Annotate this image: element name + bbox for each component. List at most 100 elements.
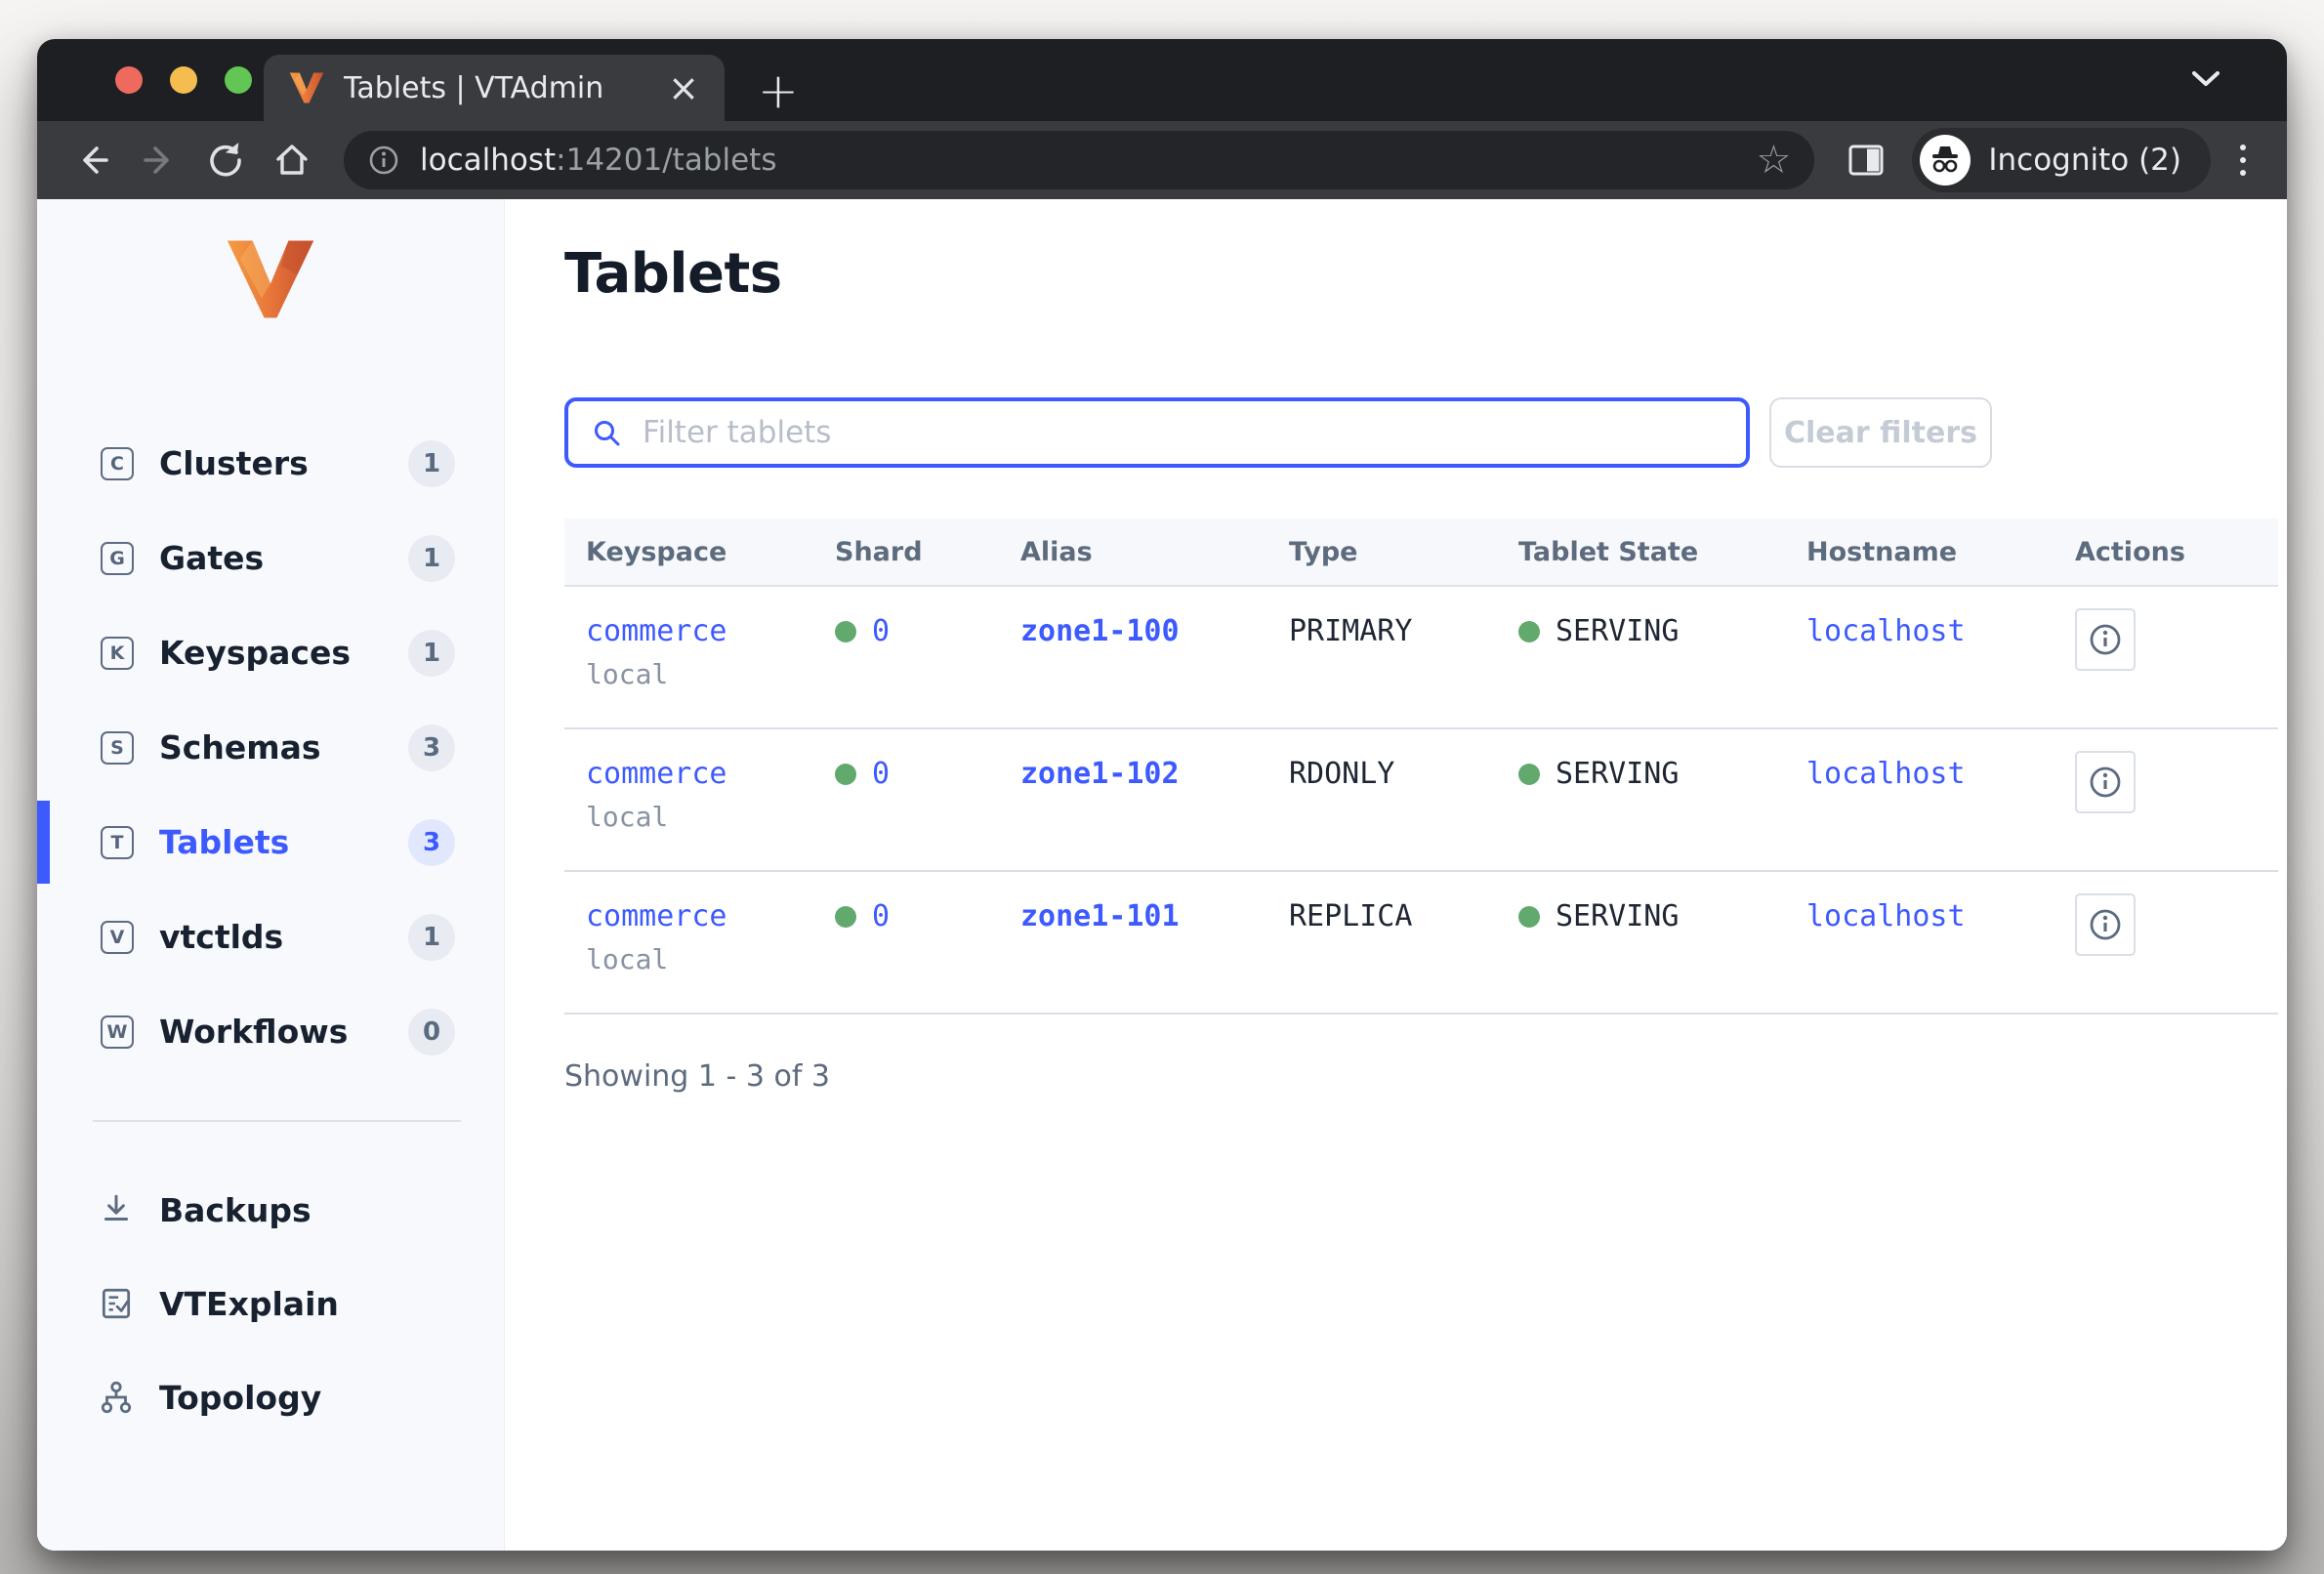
tablet-type: RDONLY [1289, 757, 1395, 791]
info-icon [2090, 909, 2121, 940]
tablet-alias-link[interactable]: zone1-100 [1020, 614, 1180, 648]
keyspace-link[interactable]: commerce [586, 757, 727, 791]
back-button[interactable] [64, 132, 121, 188]
url-host: localhost [420, 143, 557, 178]
gates-icon: G [101, 541, 134, 575]
shard-link[interactable]: 0 [872, 614, 891, 648]
serving-status-dot [1518, 620, 1540, 642]
info-icon [2090, 624, 2121, 655]
column-header-alias: Alias [1020, 536, 1093, 567]
hostname-link[interactable]: localhost [1806, 899, 1966, 933]
browser-tab[interactable]: Tablets | VTAdmin × [264, 55, 725, 121]
workflows-icon: W [101, 1015, 134, 1049]
table-row: commerce local 0 zone1-100 PRIMARY SERVI… [564, 587, 2278, 729]
sidebar-item-schemas[interactable]: S Schemas 3 [37, 700, 504, 795]
tablet-state: SERVING [1556, 614, 1680, 648]
vtctlds-icon: V [101, 920, 134, 954]
tab-title: Tablets | VTAdmin [344, 70, 604, 105]
sidebar-item-label: Workflows [159, 1013, 349, 1051]
forward-button[interactable] [131, 132, 187, 188]
keyspaces-icon: K [101, 636, 134, 670]
download-icon [104, 1194, 129, 1221]
shard-status-dot [835, 905, 856, 928]
sidebar-item-label: Keyspaces [159, 634, 352, 672]
sidebar-item-keyspaces[interactable]: K Keyspaces 1 [37, 605, 504, 700]
browser-toolbar: localhost:14201/tablets ☆ Incognito (2) [37, 121, 2287, 199]
row-info-button[interactable] [2075, 893, 2136, 956]
tablet-alias-link[interactable]: zone1-101 [1020, 899, 1180, 933]
count-badge: 3 [408, 818, 455, 866]
shard-status-dot [835, 620, 856, 642]
keyspace-link[interactable]: commerce [586, 899, 727, 933]
main-content: Tablets Clear filters Keyspace Shard Ali… [505, 199, 2287, 1551]
table-row: commerce local 0 zone1-102 RDONLY SERVIN… [564, 729, 2278, 872]
count-badge: 0 [408, 1008, 455, 1056]
column-header-actions: Actions [2075, 536, 2185, 567]
table-header-row: Keyspace Shard Alias Type Tablet State H… [564, 518, 2278, 587]
document-check-icon [102, 1288, 131, 1319]
column-header-hostname: Hostname [1806, 536, 1958, 567]
close-tab-icon[interactable]: × [668, 66, 699, 109]
sidebar-item-clusters[interactable]: C Clusters 1 [37, 416, 504, 511]
sidebar-divider [93, 1120, 461, 1122]
tablet-type: PRIMARY [1289, 614, 1413, 648]
side-panel-icon[interactable] [1838, 132, 1894, 188]
home-button[interactable] [264, 132, 320, 188]
tablet-type: REPLICA [1289, 899, 1413, 933]
sidebar-item-topology[interactable]: Topology [37, 1350, 504, 1444]
row-info-button[interactable] [2075, 608, 2136, 671]
cluster-label: local [586, 801, 669, 833]
vitess-logo[interactable] [37, 238, 504, 322]
tab-search-chevron-icon[interactable] [2189, 68, 2222, 90]
sidebar-item-vtexplain[interactable]: VTExplain [37, 1257, 504, 1350]
tab-strip: Tablets | VTAdmin × + [37, 39, 2287, 121]
sidebar-item-label: Clusters [159, 444, 309, 482]
url-bar[interactable]: localhost:14201/tablets ☆ [344, 131, 1815, 189]
tablet-alias-link[interactable]: zone1-102 [1020, 757, 1180, 791]
sidebar-item-tablets[interactable]: T Tablets 3 [37, 795, 504, 890]
sidebar: C Clusters 1 G Gates 1 K Keyspaces 1 S S… [37, 199, 505, 1551]
url-path: :14201/tablets [556, 143, 777, 178]
window-controls [115, 39, 252, 121]
reload-button[interactable] [197, 132, 254, 188]
tablet-state: SERVING [1556, 899, 1680, 933]
incognito-label: Incognito (2) [1988, 143, 2181, 178]
shard-link[interactable]: 0 [872, 899, 891, 933]
clear-filters-button[interactable]: Clear filters [1769, 397, 1992, 468]
hostname-link[interactable]: localhost [1806, 757, 1966, 791]
count-badge: 1 [408, 439, 455, 487]
close-window-button[interactable] [115, 66, 143, 94]
page-title: Tablets [564, 242, 782, 306]
info-icon [2090, 766, 2121, 798]
sidebar-item-label: VTExplain [159, 1284, 339, 1323]
search-icon [595, 421, 620, 446]
browser-window: Tablets | VTAdmin × + [37, 39, 2287, 1551]
sidebar-item-vtctlds[interactable]: V vtctlds 1 [37, 890, 504, 984]
sidebar-item-backups[interactable]: Backups [37, 1163, 504, 1257]
page-info-icon[interactable] [367, 144, 400, 177]
keyspace-link[interactable]: commerce [586, 614, 727, 648]
hostname-link[interactable]: localhost [1806, 614, 1966, 648]
sidebar-item-label: Topology [159, 1378, 322, 1417]
column-header-shard: Shard [835, 536, 923, 567]
row-info-button[interactable] [2075, 751, 2136, 813]
tablet-state: SERVING [1556, 757, 1680, 791]
pagination-summary: Showing 1 - 3 of 3 [564, 1059, 831, 1094]
new-tab-button[interactable]: + [758, 62, 799, 119]
bookmark-star-icon[interactable]: ☆ [1756, 138, 1792, 183]
topology-icon [101, 1381, 132, 1414]
column-header-keyspace: Keyspace [586, 536, 727, 567]
minimize-window-button[interactable] [170, 66, 197, 94]
sidebar-item-workflows[interactable]: W Workflows 0 [37, 984, 504, 1079]
incognito-badge: Incognito (2) [1912, 128, 2211, 192]
zoom-window-button[interactable] [225, 66, 252, 94]
shard-link[interactable]: 0 [872, 757, 891, 791]
browser-menu-icon[interactable] [2226, 145, 2260, 176]
filter-tablets-input[interactable] [564, 397, 1750, 468]
clusters-icon: C [101, 446, 134, 480]
serving-status-dot [1518, 905, 1540, 928]
tablets-icon: T [101, 825, 134, 859]
sidebar-item-gates[interactable]: G Gates 1 [37, 511, 504, 605]
sidebar-item-label: Gates [159, 539, 265, 577]
count-badge: 1 [408, 629, 455, 677]
